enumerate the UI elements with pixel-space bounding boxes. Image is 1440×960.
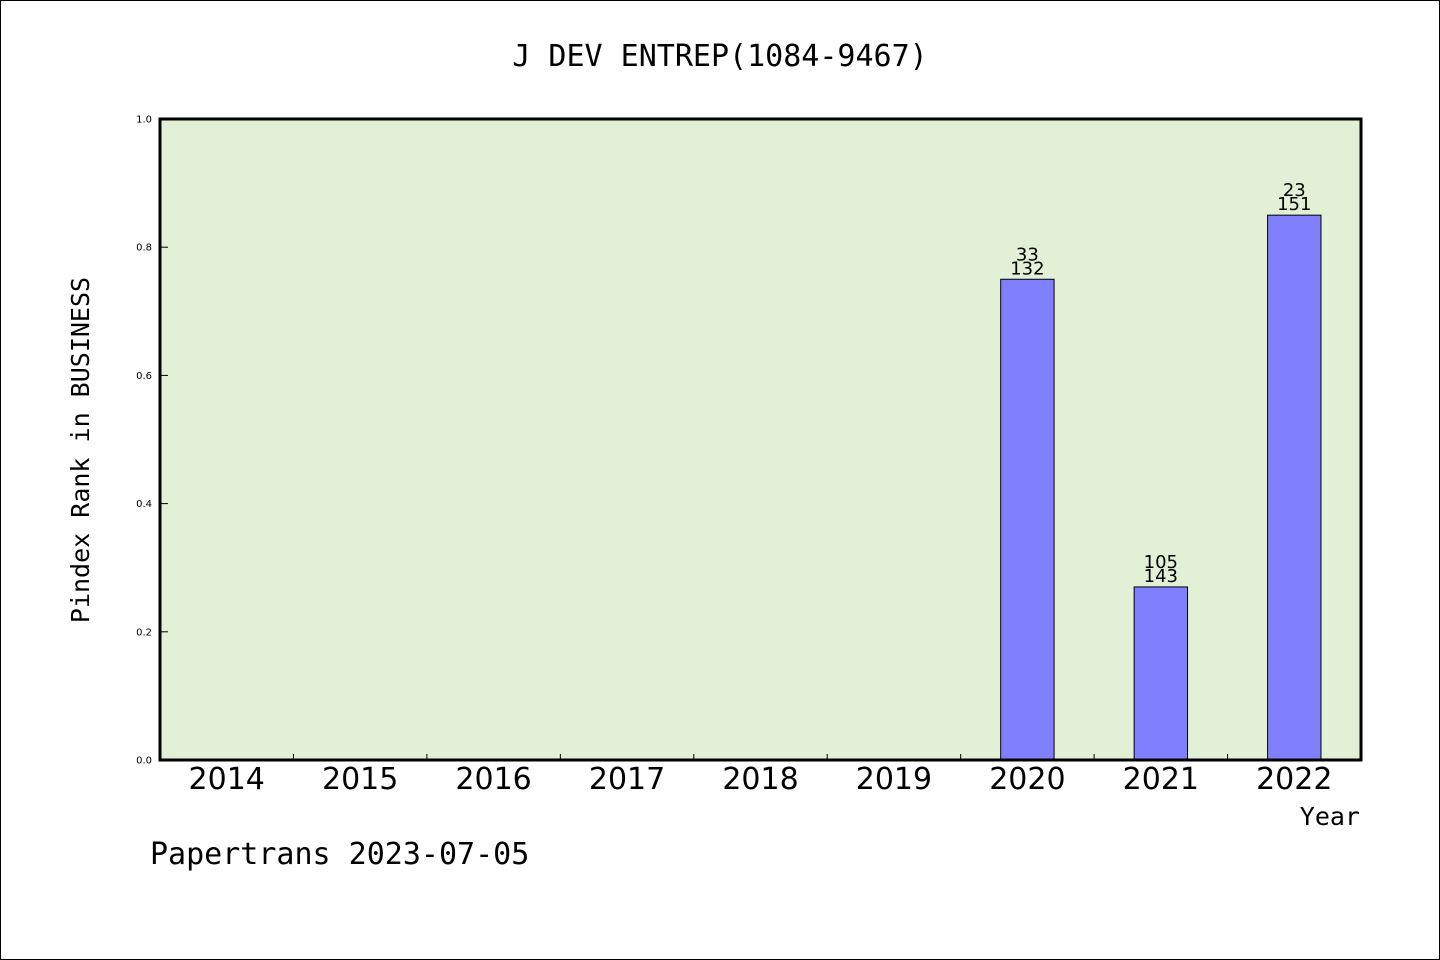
x-tick-label: 2016 xyxy=(455,762,531,797)
y-tick-label: 0.4 xyxy=(136,499,152,510)
x-tick-label: 2021 xyxy=(1123,762,1199,797)
y-tick-label: 0.8 xyxy=(136,243,152,254)
bar-rank-label: 33 xyxy=(1016,244,1039,265)
y-tick-label: 0.6 xyxy=(136,371,152,382)
bar-total-label: 151 xyxy=(1277,194,1311,215)
x-tick-label: 2015 xyxy=(322,762,398,797)
x-tick-label: 2017 xyxy=(589,762,665,797)
footer-credit: Papertrans 2023-07-05 xyxy=(150,837,529,872)
bar-2021 xyxy=(1133,586,1189,761)
bar-2022 xyxy=(1267,214,1322,761)
bars-layer xyxy=(1000,214,1322,761)
bar-2020 xyxy=(1000,278,1055,761)
x-tick-label: 2020 xyxy=(989,762,1065,797)
x-tick-label: 2022 xyxy=(1256,762,1332,797)
x-axis: 2014 2015 2016 2017 2018 2019 2020 2021 2022 xyxy=(189,754,1332,797)
x-tick-label: 2019 xyxy=(856,762,932,797)
y-tick-label: 0.0 xyxy=(136,756,152,767)
bar-total-label: 143 xyxy=(1144,566,1178,587)
bar-rank-label: 105 xyxy=(1144,552,1178,573)
y-tick-label: 0.2 xyxy=(136,627,152,638)
x-tick-label: 2018 xyxy=(722,762,798,797)
bar-rank-label: 23 xyxy=(1283,180,1306,201)
x-axis-label: Year xyxy=(1300,802,1360,831)
plot-border xyxy=(158,117,1363,762)
x-tick-label: 2014 xyxy=(189,762,265,797)
y-axis-label: Pindex Rank in BUSINESS xyxy=(66,277,95,623)
y-tick-label: 1.0 xyxy=(136,115,152,126)
bar-total-label: 132 xyxy=(1010,258,1044,279)
chart-title: J DEV ENTREP(1084-9467) xyxy=(512,39,927,74)
